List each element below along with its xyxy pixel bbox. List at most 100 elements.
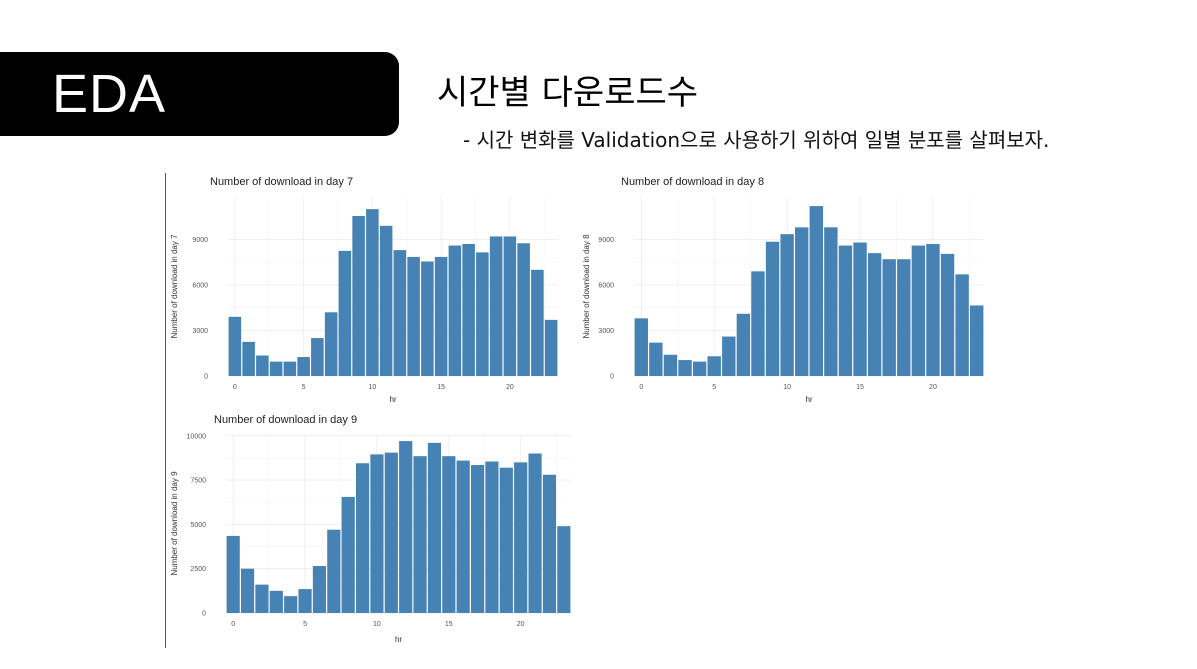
y-tick-label: 5000 — [190, 522, 206, 529]
x-tick-label: 10 — [368, 384, 376, 391]
bar — [485, 461, 499, 613]
bar — [663, 354, 678, 376]
bar — [795, 227, 809, 376]
chart-day-7: 0 3000 6000 9000 0 5 10 15 20 Number of download … — [170, 176, 558, 404]
section-label: EDA — [52, 64, 167, 124]
bar — [911, 245, 926, 376]
bar — [882, 259, 896, 376]
vertical-divider — [165, 173, 166, 648]
bar — [366, 209, 379, 376]
bar — [240, 568, 255, 613]
bar — [256, 355, 269, 376]
bar — [542, 474, 557, 613]
bar — [780, 234, 794, 376]
chart-day-9: 0 2500 5000 7500 10000 0 5 10 15 20 Number of down… — [170, 414, 571, 644]
x-axis-label: hr — [389, 395, 396, 404]
bar — [557, 526, 571, 613]
bar — [226, 535, 240, 613]
bar — [897, 259, 911, 376]
bar — [311, 338, 324, 376]
bar — [514, 462, 528, 613]
bar — [970, 305, 984, 376]
bar — [809, 206, 823, 376]
bar — [940, 253, 955, 376]
x-axis-label: hr — [805, 395, 812, 404]
bar — [470, 465, 485, 613]
y-tick-label: 0 — [610, 374, 614, 381]
section-badge: EDA — [0, 52, 399, 136]
x-tick-label: 5 — [302, 384, 306, 391]
bar — [824, 227, 838, 376]
x-tick-label: 0 — [231, 621, 235, 628]
bar — [489, 236, 503, 376]
bar — [678, 360, 692, 376]
bar — [228, 316, 242, 376]
y-tick-label: 7500 — [190, 478, 206, 485]
chart-title: Number of download in day 7 — [210, 176, 353, 188]
x-tick-label: 20 — [517, 621, 525, 628]
x-tick-label: 10 — [783, 384, 791, 391]
bar — [324, 312, 338, 376]
bar — [399, 441, 413, 613]
bar — [649, 342, 663, 376]
y-axis-label: Number of download in day 8 — [582, 234, 591, 339]
x-tick-label: 5 — [712, 384, 716, 391]
bar — [338, 250, 352, 376]
bar — [370, 454, 384, 613]
bar — [269, 361, 283, 376]
bar — [517, 243, 530, 376]
y-tick-label: 9000 — [192, 237, 208, 244]
bar — [765, 241, 780, 376]
bar — [393, 250, 407, 376]
bar — [427, 442, 442, 613]
x-tick-label: 15 — [856, 384, 864, 391]
bar — [352, 215, 365, 376]
bar — [434, 256, 448, 376]
bar — [379, 225, 393, 376]
bar — [327, 529, 341, 613]
y-tick-label: 9000 — [598, 237, 614, 244]
bar — [853, 242, 867, 376]
bar — [341, 496, 355, 613]
y-tick-label: 3000 — [192, 328, 208, 335]
x-tick-label: 15 — [445, 621, 453, 628]
bar — [692, 361, 707, 376]
bar — [407, 256, 420, 376]
bar — [528, 453, 542, 613]
x-tick-label: 20 — [929, 384, 937, 391]
chart-title: Number of download in day 9 — [214, 414, 357, 426]
x-axis-label: hr — [395, 635, 402, 644]
y-tick-label: 0 — [202, 611, 206, 618]
y-axis-label: Number of download in day 7 — [170, 234, 179, 339]
bar — [926, 244, 940, 376]
bar — [413, 456, 427, 613]
y-tick-label: 6000 — [598, 282, 614, 289]
x-tick-label: 20 — [506, 384, 514, 391]
x-tick-label: 0 — [639, 384, 643, 391]
x-tick-label: 10 — [373, 621, 381, 628]
bar — [242, 341, 255, 376]
bar — [312, 566, 327, 613]
bar — [867, 253, 882, 376]
bar — [955, 274, 969, 376]
chart-day-8: 0 3000 6000 9000 0 5 10 15 20 Number of download … — [582, 176, 984, 404]
bar — [384, 452, 398, 613]
y-tick-label: 2500 — [190, 566, 206, 573]
y-axis-label: Number of download in day 9 — [170, 471, 179, 576]
slide-subtitle: - 시간 변화를 Validation으로 사용하기 위하여 일별 분포를 살펴… — [463, 128, 1050, 152]
bar — [255, 584, 269, 613]
bar — [499, 467, 513, 613]
bar — [421, 261, 434, 376]
bar — [838, 245, 853, 376]
bar — [462, 244, 475, 376]
bar — [476, 252, 489, 376]
bar — [269, 590, 283, 613]
chart-title: Number of download in day 8 — [621, 176, 764, 188]
bar — [448, 245, 462, 376]
bar — [634, 318, 648, 376]
bar — [298, 589, 312, 613]
y-tick-label: 6000 — [192, 282, 208, 289]
bar — [707, 356, 721, 376]
slide-title: 시간별 다운로드수 — [437, 73, 699, 113]
bar — [531, 269, 544, 376]
